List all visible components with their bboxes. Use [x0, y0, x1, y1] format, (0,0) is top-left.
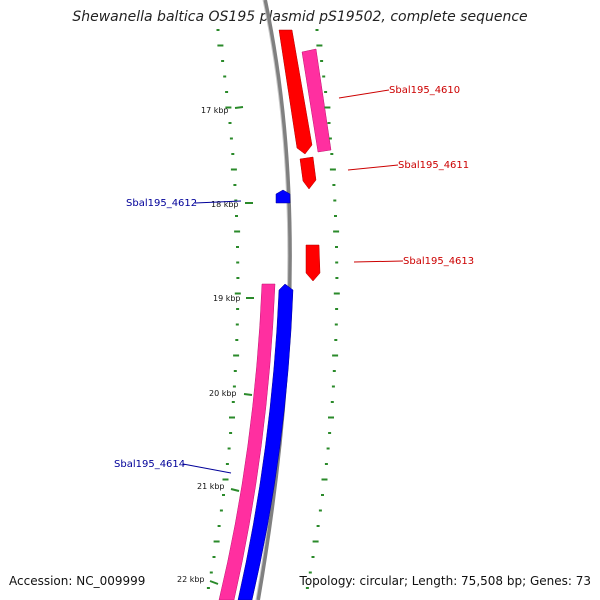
scale-21kbp: 21 kbp — [197, 482, 240, 492]
gene-4610-gene[interactable] — [301, 48, 332, 153]
scale-18kbp: 18 kbp — [211, 200, 253, 209]
scale-19kbp: 19 kbp — [213, 294, 254, 303]
scale-label-18kbp: 18 kbp — [211, 200, 239, 209]
gene-4614-gene[interactable] — [218, 283, 276, 600]
backbone-arc — [256, 0, 292, 600]
scale-17kbp: 17 kbp — [201, 106, 244, 115]
scale-label-17kbp: 17 kbp — [201, 106, 229, 115]
label-sbal195-4610[interactable]: Sbal195_4610 — [338, 85, 460, 99]
scale-label-21kbp: 21 kbp — [197, 482, 225, 491]
gene-4611-cds[interactable] — [299, 156, 317, 190]
topology-summary: Topology: circular; Length: 75,508 bp; G… — [299, 574, 591, 588]
label-sbal195-4613[interactable]: Sbal195_4613 — [353, 256, 474, 267]
gene-4610-cds[interactable] — [278, 29, 313, 155]
gene-label-4612: Sbal195_4612 — [126, 198, 197, 209]
gc-skew-track-outer — [305, 29, 340, 589]
gene-4612-cds[interactable] — [275, 189, 291, 204]
scale-22kbp: 22 kbp — [177, 575, 219, 585]
gene-label-4614: Sbal195_4614 — [114, 459, 185, 470]
scale-label-20kbp: 20 kbp — [209, 389, 237, 398]
map-title: Shewanella baltica OS195 plasmid pS19502… — [72, 9, 528, 25]
gene-label-4613: Sbal195_4613 — [403, 256, 474, 267]
scale-label-22kbp: 22 kbp — [177, 575, 205, 584]
scale-label-19kbp: 19 kbp — [213, 294, 241, 303]
gene-4613-cds[interactable] — [305, 244, 321, 282]
accession-text: Accession: NC_009999 — [9, 574, 146, 588]
label-sbal195-4612[interactable]: Sbal195_4612 — [126, 198, 242, 209]
gene-label-4611: Sbal195_4611 — [398, 160, 469, 171]
label-sbal195-4611[interactable]: Sbal195_4611 — [347, 160, 469, 171]
gc-content-track-inner — [206, 29, 241, 589]
scale-20kbp: 20 kbp — [209, 389, 253, 398]
gene-label-4610: Sbal195_4610 — [389, 85, 460, 96]
label-sbal195-4614[interactable]: Sbal195_4614 — [114, 459, 232, 474]
